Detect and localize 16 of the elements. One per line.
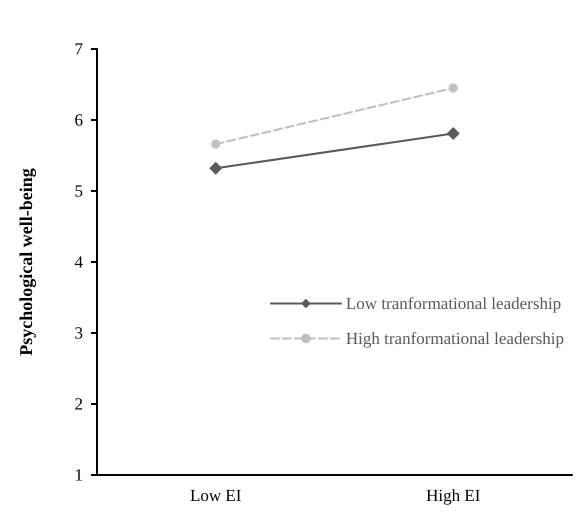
y-tick-label: 3 bbox=[74, 324, 83, 342]
y-tick-label: 1 bbox=[74, 466, 83, 484]
point bbox=[209, 162, 222, 175]
legend-label: High tranformational leadership bbox=[346, 329, 564, 348]
y-tick-label: 4 bbox=[74, 252, 84, 272]
point bbox=[446, 126, 460, 140]
y-tick-label: 6 bbox=[74, 110, 83, 130]
y-tick-label: 7 bbox=[74, 40, 84, 58]
x-tick-label: Low EI bbox=[190, 486, 242, 505]
y-axis-title: Psychological well-being bbox=[16, 168, 36, 356]
point bbox=[448, 84, 458, 93]
y-tick-label: 5 bbox=[74, 182, 83, 200]
point bbox=[211, 140, 220, 149]
legend-label: Low tranformational leadership bbox=[346, 294, 562, 313]
x-tick-label: High EI bbox=[426, 486, 481, 505]
y-tick-label: 2 bbox=[74, 394, 83, 414]
